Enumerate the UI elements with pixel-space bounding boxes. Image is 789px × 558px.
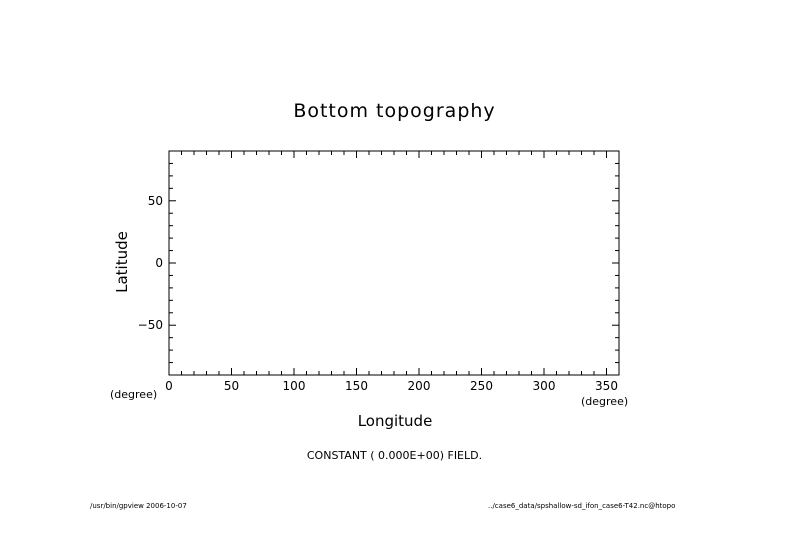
x-tick-label: 100 — [283, 379, 306, 393]
plot-frame — [168, 150, 620, 376]
y-axis-unit: (degree) — [110, 388, 158, 401]
y-tick-label: 0 — [155, 256, 163, 270]
field-note: CONSTANT ( 0.000E+00) FIELD. — [306, 449, 483, 462]
footer-right: ../case6_data/spshallow-sd_ifon_case6-T4… — [488, 502, 676, 510]
x-axis-label: Longitude — [357, 412, 433, 430]
x-tick-label: 0 — [165, 379, 173, 393]
x-tick-labels: 0 50 100 150 200 250 300 350 — [165, 379, 618, 393]
x-tick-label: 300 — [533, 379, 556, 393]
x-tick-label: 250 — [470, 379, 493, 393]
y-axis-label: Latitude — [113, 231, 131, 293]
footer-left: /usr/bin/gpview 2006-10-07 — [90, 502, 187, 510]
x-tick-label: 350 — [595, 379, 618, 393]
x-tick-label: 50 — [224, 379, 239, 393]
axis-ticks — [168, 150, 620, 376]
y-tick-label: 50 — [148, 194, 163, 208]
y-tick-labels: −50 0 50 — [138, 194, 163, 332]
x-tick-label: 150 — [345, 379, 368, 393]
y-tick-label: −50 — [138, 318, 163, 332]
x-tick-label: 200 — [408, 379, 431, 393]
chart-title: Bottom topography — [293, 100, 496, 122]
x-axis-unit: (degree) — [581, 395, 629, 408]
